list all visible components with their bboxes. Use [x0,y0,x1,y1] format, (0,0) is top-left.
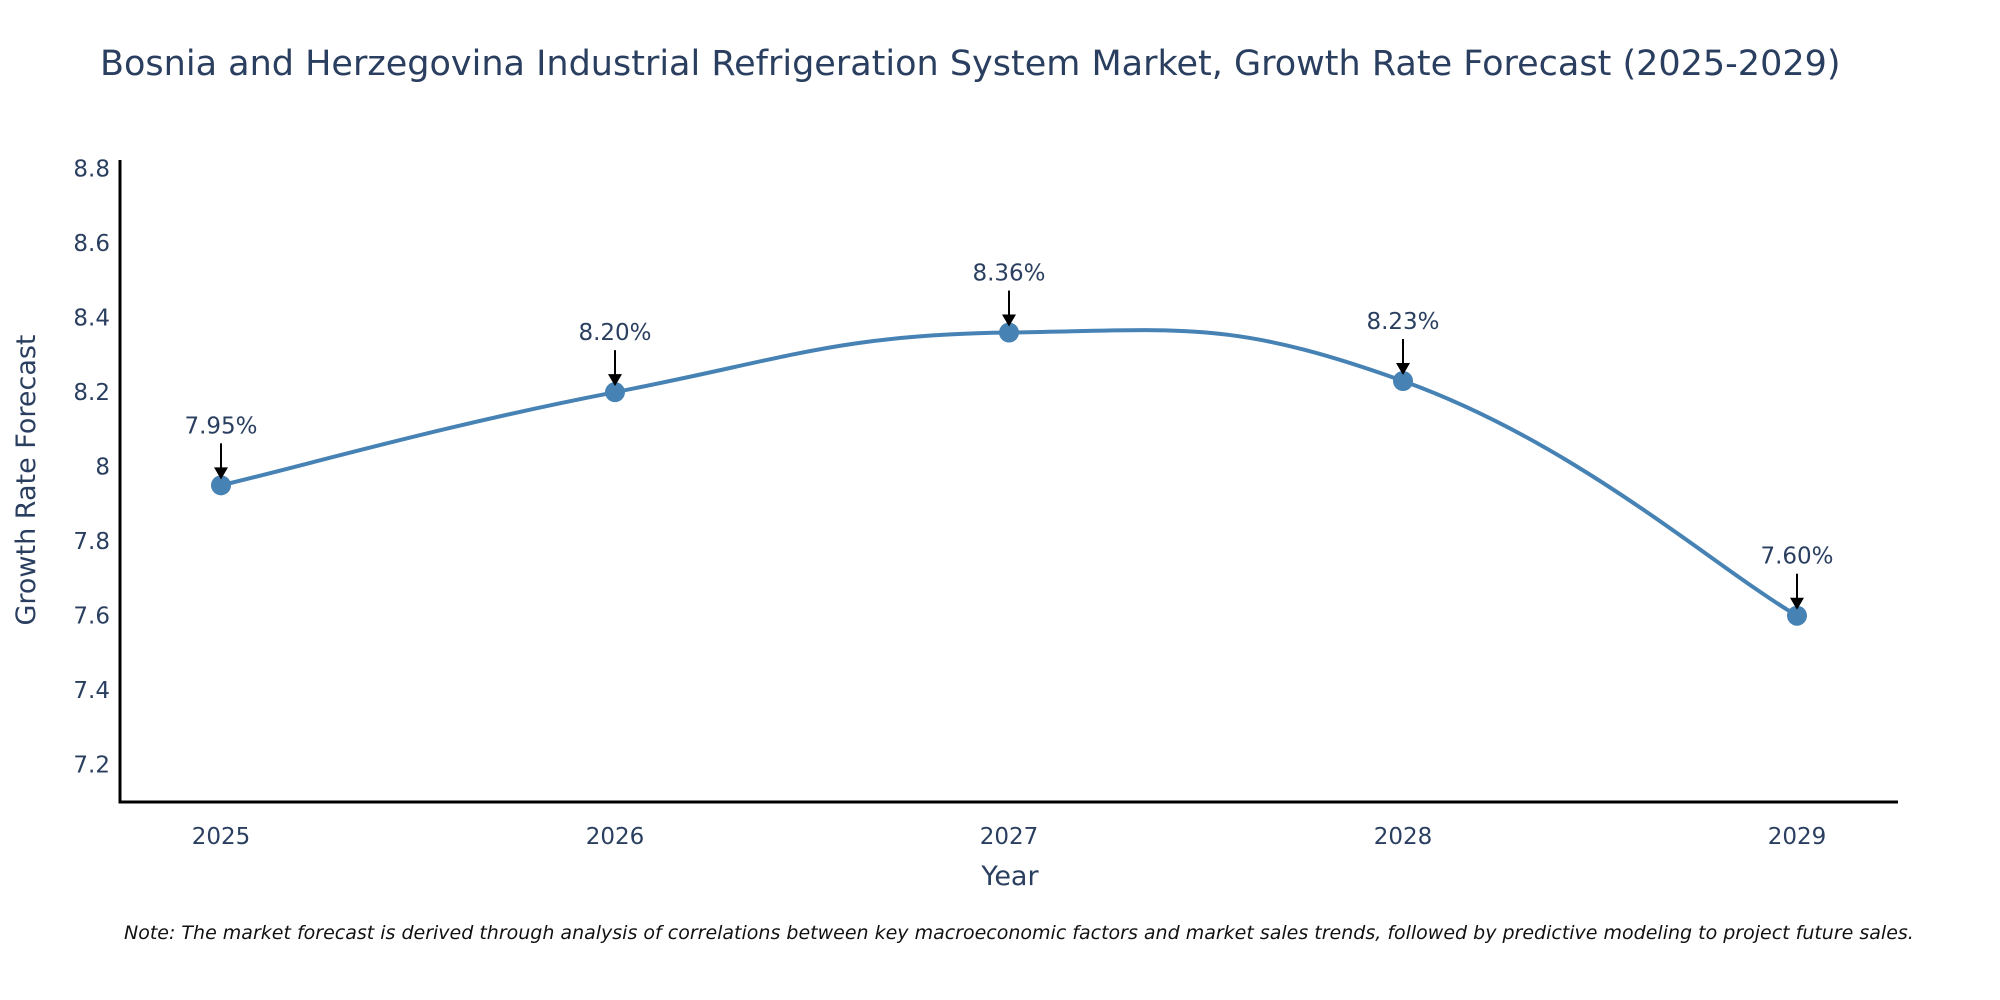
y-tick-label: 7.4 [73,678,110,704]
chart-title: Bosnia and Herzegovina Industrial Refrig… [100,44,1841,84]
data-annotations: 7.95% 8.20% 8.36% 8.23% 7.60% [184,261,1834,610]
y-tick-label: 7.6 [73,604,110,630]
y-tick-label: 7.2 [73,753,110,779]
x-tick-label: 2027 [980,824,1039,850]
data-label: 8.23% [1366,309,1439,335]
x-axis-ticks: 2025 2026 2027 2028 2029 [192,824,1827,850]
x-tick-label: 2025 [192,824,251,850]
y-tick-label: 7.8 [73,529,110,555]
x-tick-label: 2026 [586,824,645,850]
annotation-arrowhead [1396,362,1410,375]
data-point-marker [211,475,231,496]
y-tick-label: 8.2 [73,380,110,406]
data-point-marker [605,382,625,403]
data-label: 8.36% [972,261,1045,287]
annotation-arrowhead [214,467,228,480]
data-point-marker [1393,370,1413,391]
data-label: 8.20% [578,320,651,346]
data-label: 7.60% [1760,544,1833,570]
series-line [220,328,1799,618]
data-markers [211,322,1807,626]
chart-note: Note: The market forecast is derived thr… [124,922,1914,944]
y-axis-title: Growth Rate Forecast [11,334,42,625]
y-tick-label: 8.6 [73,231,110,257]
annotation-arrowhead [608,374,622,387]
y-tick-label: 8.8 [73,157,110,183]
x-axis-title: Year [980,861,1039,892]
x-tick-label: 2029 [1768,824,1827,850]
y-tick-label: 8.4 [73,306,110,332]
data-point-marker [1787,605,1807,626]
data-point-marker [999,322,1019,343]
y-tick-label: 8 [95,455,110,481]
y-axis-ticks: 7.2 7.4 7.6 7.8 8 8.2 8.4 8.6 8.8 [73,157,110,779]
data-label: 7.95% [184,413,257,439]
annotation-arrowhead [1790,597,1804,610]
x-tick-label: 2028 [1374,824,1433,850]
annotation-arrowhead [1002,314,1016,327]
